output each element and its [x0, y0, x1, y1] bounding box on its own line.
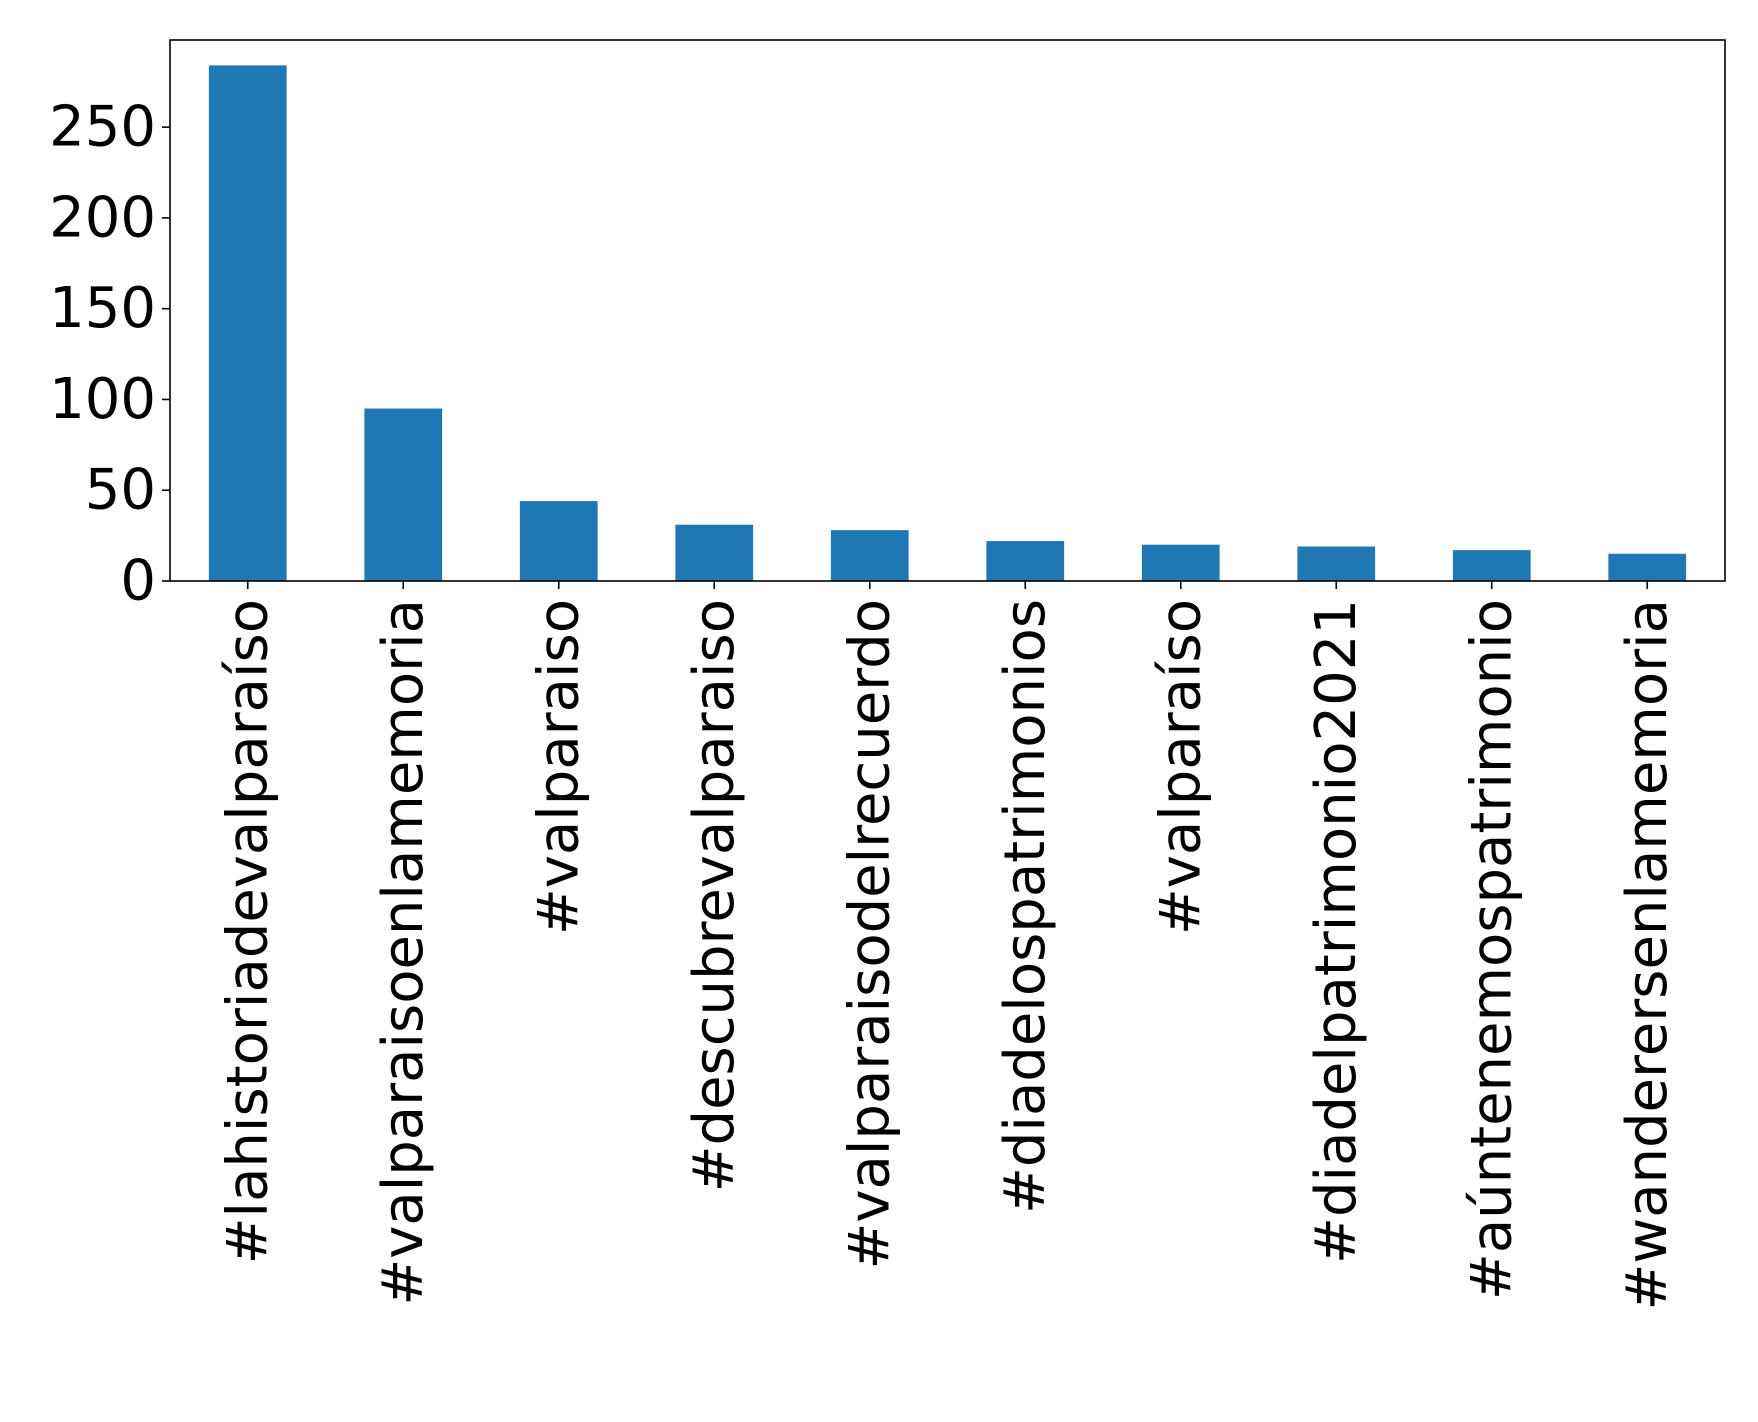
bar [208, 65, 287, 581]
x-tick-label: #lahistoriadevalparaíso [215, 599, 280, 1264]
bar [675, 524, 754, 581]
x-axis-ticks: #lahistoriadevalparaíso #valparaisoenlame… [215, 581, 1680, 1311]
x-tick-label: #aúntenemospatrimonio [1459, 599, 1524, 1300]
x-tick-label: #valparaisodelrecuerdo [837, 599, 902, 1270]
bar [986, 541, 1065, 581]
bar [1452, 550, 1531, 581]
y-tick-label: 0 [120, 549, 156, 614]
y-tick-label: 100 [49, 367, 156, 432]
bar [1297, 546, 1376, 581]
bars-layer [208, 65, 1687, 581]
bar [830, 530, 909, 581]
y-axis-ticks: 0 50 100 150 200 250 [49, 95, 170, 614]
y-tick-label: 50 [85, 458, 156, 523]
bar [364, 408, 443, 581]
x-tick-label: #wanderersenlamemoria [1615, 599, 1680, 1311]
x-tick-label: #diadelospatrimonios [993, 599, 1058, 1214]
bar [1608, 553, 1687, 581]
plot-frame [169, 39, 1726, 582]
x-tick-label: #diadelpatrimonio2021 [1304, 599, 1369, 1264]
x-tick-label: #valparaiso [526, 599, 591, 935]
x-tick-label: #valparaíso [1148, 599, 1213, 935]
x-tick-label: #valparaisoenlamemoria [371, 599, 436, 1306]
y-tick-label: 250 [49, 95, 156, 160]
y-tick-label: 150 [49, 276, 156, 341]
y-tick-label: 200 [49, 185, 156, 250]
bar [1141, 544, 1220, 581]
x-tick-label: #descubrevalparaiso [682, 599, 747, 1192]
bar [519, 501, 598, 581]
